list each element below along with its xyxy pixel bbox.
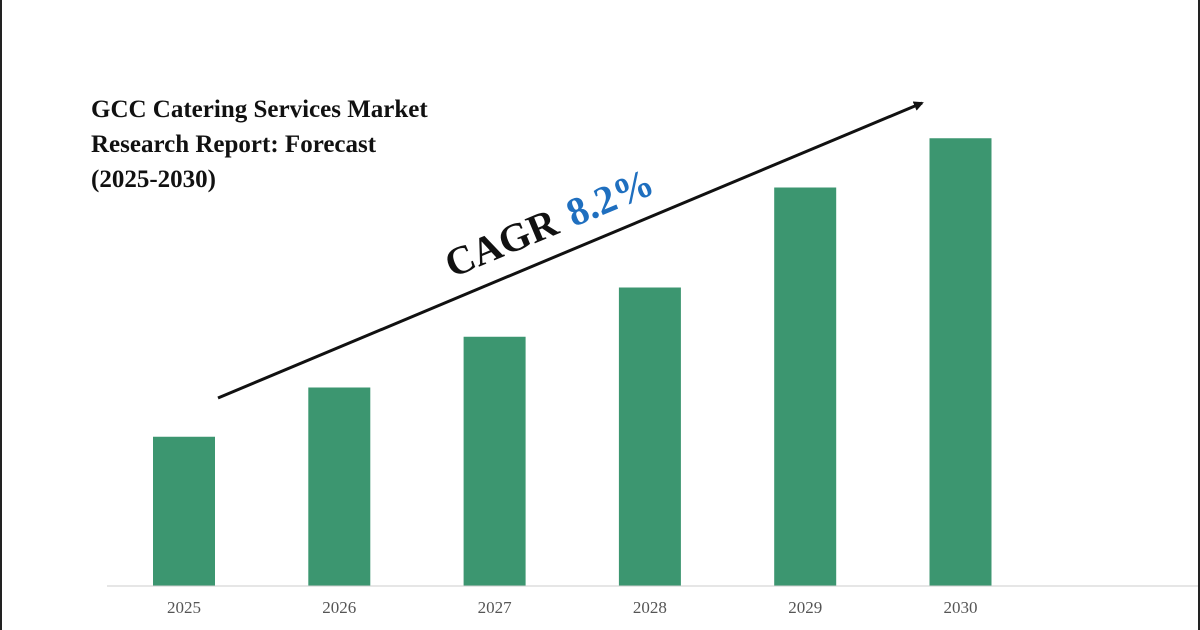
x-tick-2028: 2028 [633, 598, 667, 617]
cagr-value: 8.2% [560, 159, 660, 235]
bar-2028 [618, 287, 681, 586]
cagr-annotation: CAGR 8.2% [438, 159, 660, 286]
bar-2026 [308, 387, 371, 586]
bar-2025 [153, 436, 215, 586]
chart-title: GCC Catering Services Market Research Re… [91, 92, 491, 197]
bar-2029 [774, 187, 837, 586]
bars-group [153, 138, 992, 586]
x-tick-2027: 2027 [478, 598, 513, 617]
title-line-1: GCC Catering Services Market [91, 96, 428, 123]
x-tick-2026: 2026 [322, 598, 356, 617]
x-tick-2030: 2030 [944, 598, 978, 617]
trend-arrow [217, 101, 924, 400]
bar-2030 [929, 138, 992, 586]
cagr-prefix: CAGR [438, 199, 565, 286]
bar-2027 [463, 336, 526, 586]
title-line-2: Research Report: Forecast [91, 131, 377, 158]
x-axis-ticks: 2025 2026 2027 2028 2029 2030 [167, 598, 978, 617]
x-tick-2029: 2029 [788, 598, 822, 617]
title-line-3: (2025-2030) [91, 166, 216, 193]
x-tick-2025: 2025 [167, 598, 201, 617]
